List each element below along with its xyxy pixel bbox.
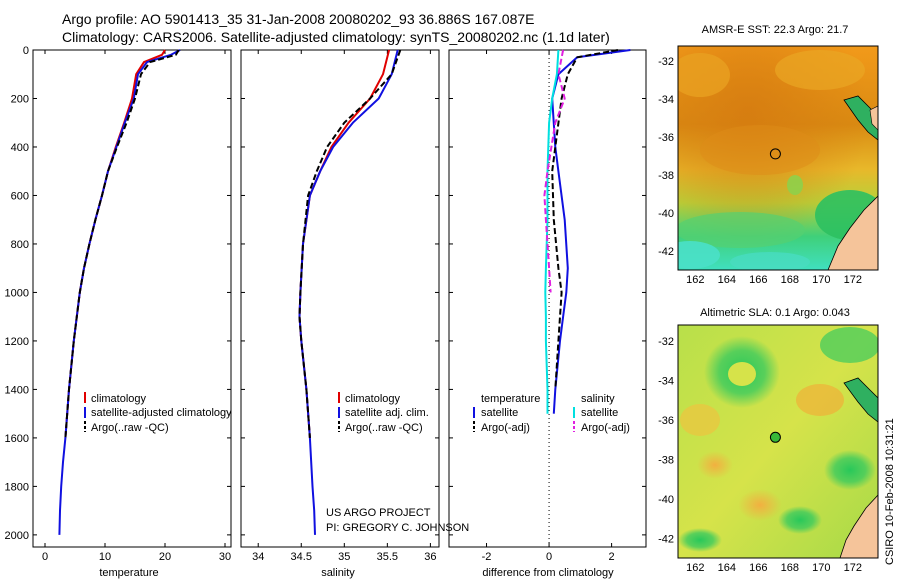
- y-tick-label: 800: [11, 239, 29, 251]
- map-x-tick-label: 172: [844, 562, 862, 574]
- legend-label-climatology: climatology: [91, 393, 147, 405]
- y-tick-label: 1800: [5, 481, 29, 493]
- map-x-tick-label: 168: [781, 274, 799, 286]
- x-tick-label: 30: [219, 551, 231, 563]
- map-y-tick-label: -38: [658, 454, 674, 466]
- legend-label-satellite: satellite-adjusted climatology: [91, 407, 232, 419]
- map-x-tick-label: 166: [749, 274, 767, 286]
- y-tick-label: 400: [11, 142, 29, 154]
- series-climatology: [298, 49, 391, 438]
- legend-header-salinity: salinity: [581, 393, 615, 405]
- y-tick-label: 1000: [5, 287, 29, 299]
- legend-label-sal-satellite: satellite: [581, 407, 618, 419]
- series-satellite: [58, 49, 181, 535]
- temperature-panel-frame: [32, 49, 232, 548]
- y-tick-label: 200: [11, 93, 29, 105]
- map-y-tick-label: -42: [658, 246, 674, 258]
- sst-float-marker: [769, 148, 781, 160]
- series-temperature-satellite: [551, 49, 631, 414]
- map-y-tick-label: -34: [658, 94, 674, 106]
- y-tick-label: 1200: [5, 336, 29, 348]
- sst-map-image: [678, 46, 878, 270]
- map-x-tick-label: 170: [812, 274, 830, 286]
- y-tick-label: 2000: [5, 530, 29, 542]
- map-x-tick-label: 170: [812, 562, 830, 574]
- salinity-xlabel: salinity: [321, 567, 355, 579]
- pi-credit: PI: GREGORY C. JOHNSON: [326, 522, 469, 534]
- sst-map-frame: [677, 45, 879, 271]
- x-tick-label: 34: [252, 551, 264, 563]
- map-x-tick-label: 166: [749, 562, 767, 574]
- x-tick-label: 20: [159, 551, 171, 563]
- header-line-1: Argo profile: AO 5901413_35 31-Jan-2008 …: [62, 11, 535, 27]
- x-tick-label: 34.5: [291, 551, 312, 563]
- map-y-tick-label: -40: [658, 494, 674, 506]
- legend-header-temperature: temperature: [481, 393, 540, 405]
- project-credit: US ARGO PROJECT: [326, 507, 431, 519]
- legend-label-satellite: satellite adj. clim.: [345, 407, 429, 419]
- legend-label-argo: Argo(..raw -QC): [345, 422, 423, 434]
- sla-map-image: [678, 325, 878, 558]
- map-y-tick-label: -32: [658, 56, 674, 68]
- salinity-legend: climatology satellite adj. clim. Argo(..…: [338, 392, 429, 434]
- x-tick-label: 10: [99, 551, 111, 563]
- x-tick-label: 36: [424, 551, 436, 563]
- timestamp: CSIRO 10-Feb-2008 10:31:21: [884, 418, 896, 565]
- map-y-tick-label: -42: [658, 533, 674, 545]
- sla-float-marker: [769, 431, 781, 443]
- salinity-panel-frame: [240, 49, 440, 548]
- series-argo: [64, 49, 180, 438]
- legend-label-sal-argo: Argo(-adj): [581, 422, 630, 434]
- header-line-2: Climatology: CARS2006. Satellite-adjuste…: [62, 29, 610, 45]
- y-tick-label: 600: [11, 190, 29, 202]
- sla-map-title: Altimetric SLA: 0.1 Argo: 0.043: [700, 307, 850, 319]
- series-salinity-satellite: [544, 49, 560, 414]
- map-x-tick-label: 172: [844, 274, 862, 286]
- y-tick-label: 1600: [5, 433, 29, 445]
- difference-panel-frame: [448, 49, 647, 548]
- difference-xlabel: difference from climatology: [482, 567, 614, 579]
- series-argo: [298, 49, 402, 438]
- sst-map-title: AMSR-E SST: 22.3 Argo: 21.7: [702, 24, 849, 36]
- map-x-tick-label: 162: [686, 562, 704, 574]
- map-x-tick-label: 168: [781, 562, 799, 574]
- x-tick-label: 0: [42, 551, 48, 563]
- map-y-tick-label: -36: [658, 132, 674, 144]
- temperature-xlabel: temperature: [99, 567, 158, 579]
- legend-label-argo: Argo(..raw -QC): [91, 422, 169, 434]
- map-y-tick-label: -34: [658, 375, 674, 387]
- map-x-tick-label: 164: [718, 274, 736, 286]
- series-temperature-argo: [551, 49, 619, 390]
- legend-label-temp-argo: Argo(-adj): [481, 422, 530, 434]
- map-y-tick-label: -38: [658, 170, 674, 182]
- map-x-tick-label: 164: [718, 562, 736, 574]
- temperature-legend: climatology satellite-adjusted climatolo…: [84, 392, 232, 434]
- map-y-tick-label: -36: [658, 415, 674, 427]
- map-y-tick-label: -32: [658, 336, 674, 348]
- legend-label-temp-satellite: satellite: [481, 407, 518, 419]
- legend-label-climatology: climatology: [345, 393, 401, 405]
- series-climatology: [64, 49, 166, 438]
- difference-legend: temperature satellite Argo(-adj) salinit…: [473, 393, 630, 434]
- x-tick-label: 2: [609, 551, 615, 563]
- x-tick-label: -2: [482, 551, 492, 563]
- y-tick-label: 0: [23, 45, 29, 57]
- map-y-tick-label: -40: [658, 208, 674, 220]
- y-tick-label: 1400: [5, 384, 29, 396]
- x-tick-label: 0: [546, 551, 552, 563]
- x-tick-label: 35: [338, 551, 350, 563]
- map-x-tick-label: 162: [686, 274, 704, 286]
- sla-map-frame: [677, 324, 879, 559]
- x-tick-label: 35.5: [377, 551, 398, 563]
